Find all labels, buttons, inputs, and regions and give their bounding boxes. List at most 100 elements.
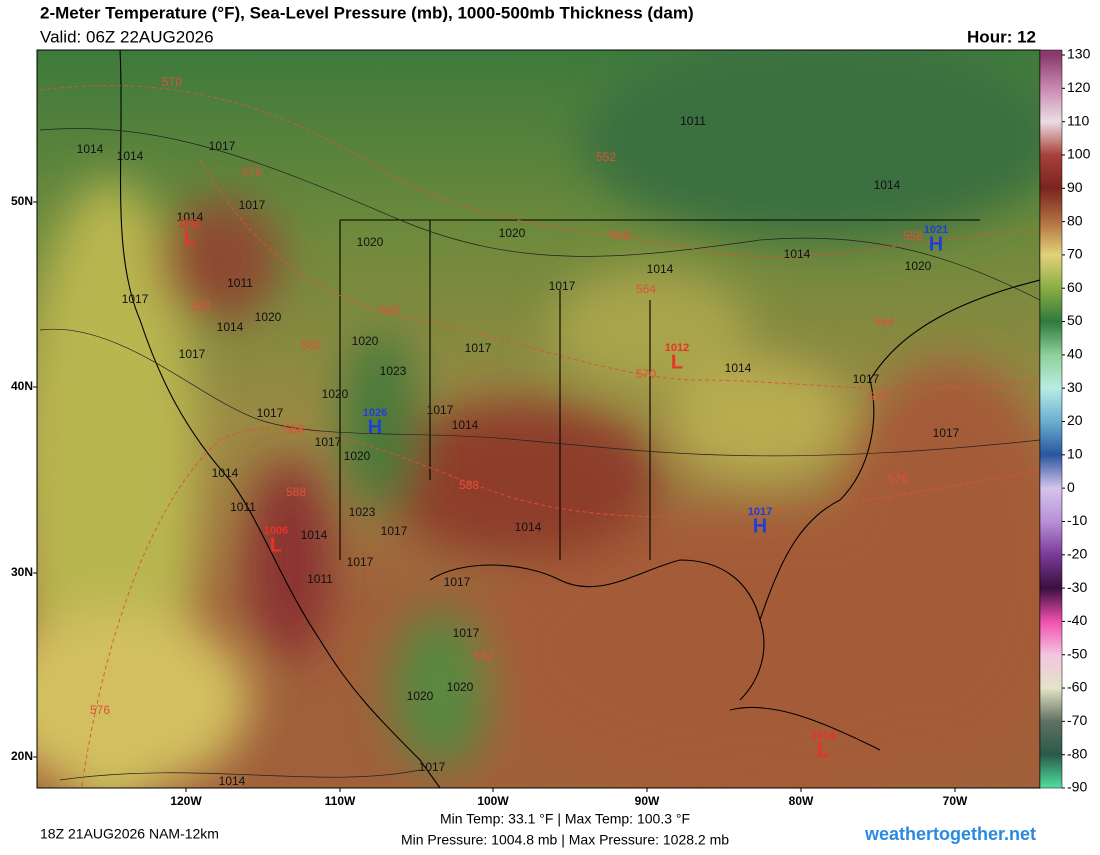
thickness-label: 588 (286, 485, 306, 499)
isobar-label: 1020 (352, 334, 379, 348)
site-credit: weathertogether.net (864, 824, 1036, 844)
pressure-range: Min Pressure: 1004.8 mb | Max Pressure: … (401, 832, 729, 848)
temp-range: Min Temp: 33.1 °F | Max Temp: 100.3 °F (440, 811, 690, 827)
thickness-label: 558 (610, 228, 630, 242)
isobar-label: 1017 (419, 760, 446, 774)
thickness-label: 582 (191, 299, 211, 313)
isobar-label: 1017 (427, 403, 454, 417)
pressure-center-letter: L (671, 351, 683, 373)
pressure-center-letter: H (368, 416, 382, 438)
isobar-label: 1014 (117, 149, 144, 163)
thickness-label: 564 (874, 315, 894, 329)
colorbar-tick-label: 120 (1067, 79, 1091, 95)
colorbar-tick-label: 60 (1067, 279, 1083, 295)
isobar-label: 1014 (177, 210, 204, 224)
thickness-label: 588 (459, 478, 479, 492)
longitude-label: 100W (477, 794, 509, 808)
colorbar-tick-label: -10 (1067, 512, 1087, 528)
isobar-label: 1017 (315, 435, 342, 449)
pressure-center-value: 1017 (748, 506, 772, 518)
longitude-label: 90W (635, 794, 660, 808)
isobar-label: 1014 (217, 320, 244, 334)
pressure-center-letter: H (929, 233, 943, 255)
valid-time: Valid: 06Z 22AUG2026 (40, 27, 214, 46)
thickness-label: 576 (242, 165, 262, 179)
isobar-label: 1014 (784, 247, 811, 261)
colorbar-tick-label: 20 (1067, 412, 1083, 428)
pressure-center-value: 1012 (665, 342, 689, 354)
thickness-label: 570 (162, 75, 182, 89)
isobar-label: 1014 (212, 466, 239, 480)
thickness-label: 558 (903, 229, 923, 243)
thickness-label: 570 (636, 367, 656, 381)
forecast-hour: Hour: 12 (967, 27, 1036, 46)
isobar-label: 1017 (933, 426, 960, 440)
longitude-label: 80W (789, 794, 814, 808)
isobar-label: 1014 (219, 774, 246, 788)
model-run: 18Z 21AUG2026 NAM-12km (40, 826, 219, 842)
pressure-center-value: 1011 (178, 218, 202, 230)
colorbar-tick-label: 110 (1067, 112, 1090, 128)
isobar-label: 1017 (381, 524, 408, 538)
isobar-label: 1017 (122, 292, 149, 306)
pressure-center-value: 1014 (811, 730, 836, 742)
title: 2-Meter Temperature (°F), Sea-Level Pres… (40, 3, 694, 22)
isobar-label: 1020 (407, 689, 434, 703)
latitude-label: 30N (11, 565, 33, 579)
latitude-label: 20N (11, 749, 33, 763)
thickness-label: 582 (474, 649, 494, 663)
colorbar-tick-label: 130 (1067, 46, 1091, 62)
isobar-label: 1023 (380, 364, 407, 378)
pressure-center-value: 1026 (363, 407, 387, 419)
isobar-label: 1020 (255, 310, 282, 324)
colorbar-tick-label: -80 (1067, 745, 1087, 761)
thickness-label: 570 (868, 390, 888, 404)
thickness-label: 564 (636, 282, 656, 296)
colorbar (1039, 49, 1063, 789)
isobar-label: 1014 (301, 528, 328, 542)
isobar-label: 1014 (725, 361, 752, 375)
isobar-label: 1011 (230, 500, 256, 514)
isobar-label: 1014 (515, 520, 542, 534)
isobar-label: 1017 (347, 555, 374, 569)
isobar-label: 1023 (349, 505, 376, 519)
colorbar-tick-label: 50 (1067, 312, 1083, 328)
thickness-label: 552 (596, 150, 616, 164)
thickness-label: 582 (301, 338, 321, 352)
pressure-center-letter: L (817, 739, 829, 761)
isobar-label: 1011 (227, 276, 253, 290)
isobar-label: 1017 (549, 279, 576, 293)
longitude-label: 120W (170, 794, 202, 808)
isobar-label: 1011 (307, 572, 333, 586)
isobar-label: 1017 (179, 347, 206, 361)
pressure-center-letter: L (184, 227, 196, 249)
colorbar-tick-label: -40 (1067, 612, 1087, 628)
isobar-label: 1017 (465, 341, 492, 355)
colorbar-tick-label: 10 (1067, 446, 1083, 462)
colorbar-tick-label: 0 (1067, 479, 1075, 495)
colorbar-tick-label: 80 (1067, 212, 1083, 228)
isobar-label: 1014 (647, 262, 674, 276)
isobar-label: 1020 (344, 449, 371, 463)
thickness-label: 582 (380, 303, 400, 317)
colorbar-tick-label: -50 (1067, 645, 1087, 661)
thickness-label: 588 (284, 422, 304, 436)
isobar-label: 1020 (905, 259, 932, 273)
longitude-label: 110W (325, 794, 356, 808)
isobar-label: 1017 (209, 139, 236, 153)
map (37, 50, 1040, 788)
isobar-label: 1017 (853, 372, 880, 386)
pressure-center-value: 1006 (264, 525, 288, 537)
longitude-label: 70W (943, 794, 968, 808)
isobar-label: 1020 (447, 680, 474, 694)
pressure-center-letter: L (270, 534, 282, 556)
isobar-label: 1014 (452, 418, 479, 432)
latitude-label: 40N (11, 379, 33, 393)
colorbar-tick-label: 90 (1067, 179, 1083, 195)
colorbar-tick-label: -30 (1067, 579, 1087, 595)
colorbar-tick-label: 100 (1067, 146, 1091, 162)
pressure-center-value: 1021 (924, 224, 948, 236)
colorbar-tick-label: -20 (1067, 545, 1087, 561)
isobar-label: 1014 (874, 178, 901, 192)
